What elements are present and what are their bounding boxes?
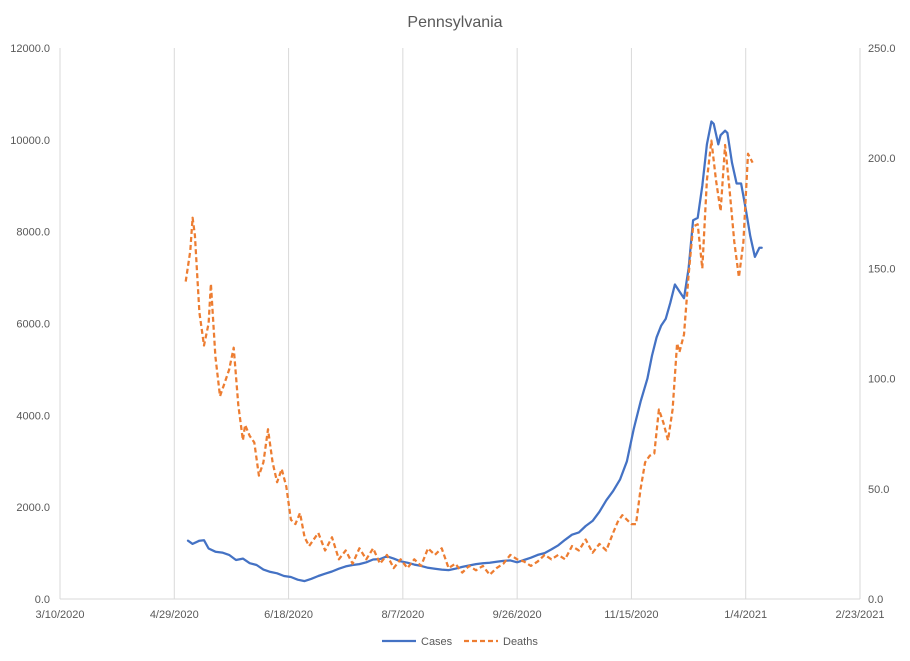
y-right-tick-label: 0.0: [868, 594, 883, 606]
y-left-tick-label: 4000.0: [16, 410, 50, 422]
y-right-tick-label: 200.0: [868, 153, 896, 165]
y-right-tick-label: 150.0: [868, 263, 896, 275]
legend-label-cases: Cases: [421, 636, 453, 648]
legend-label-deaths: Deaths: [503, 636, 538, 648]
x-tick-label: 6/18/2020: [264, 609, 313, 621]
y-left-tick-label: 12000.0: [10, 43, 50, 55]
y-left-tick-label: 8000.0: [16, 227, 50, 239]
legend: Cases Deaths: [382, 636, 538, 648]
y-right-tick-label: 50.0: [868, 484, 889, 496]
chart-title: Pennsylvania: [407, 14, 502, 31]
axes: 3/10/2020 4/29/2020 6/18/2020 8/7/2020 9/26/…: [10, 43, 895, 621]
series-line-cases: [186, 120, 763, 583]
series-line-deaths: [184, 139, 754, 576]
x-tick-label: 4/29/2020: [150, 609, 199, 621]
x-tick-label: 3/10/2020: [36, 609, 85, 621]
x-tick-label: 1/4/2021: [724, 609, 767, 621]
y-right-tick-label: 100.0: [868, 374, 896, 386]
x-tick-label: 8/7/2020: [381, 609, 424, 621]
x-tick-label: 9/26/2020: [493, 609, 542, 621]
gridlines: [59, 48, 861, 600]
y-left-tick-label: 6000.0: [16, 319, 50, 331]
series-lines: [184, 120, 763, 583]
y-left-tick-label: 10000.0: [10, 135, 50, 147]
x-tick-label: 2/23/2021: [836, 609, 885, 621]
y-right-tick-label: 250.0: [868, 43, 896, 55]
x-tick-label: 11/15/2020: [604, 609, 658, 621]
y-left-tick-label: 0.0: [35, 594, 50, 606]
y-left-tick-label: 2000.0: [16, 502, 50, 514]
